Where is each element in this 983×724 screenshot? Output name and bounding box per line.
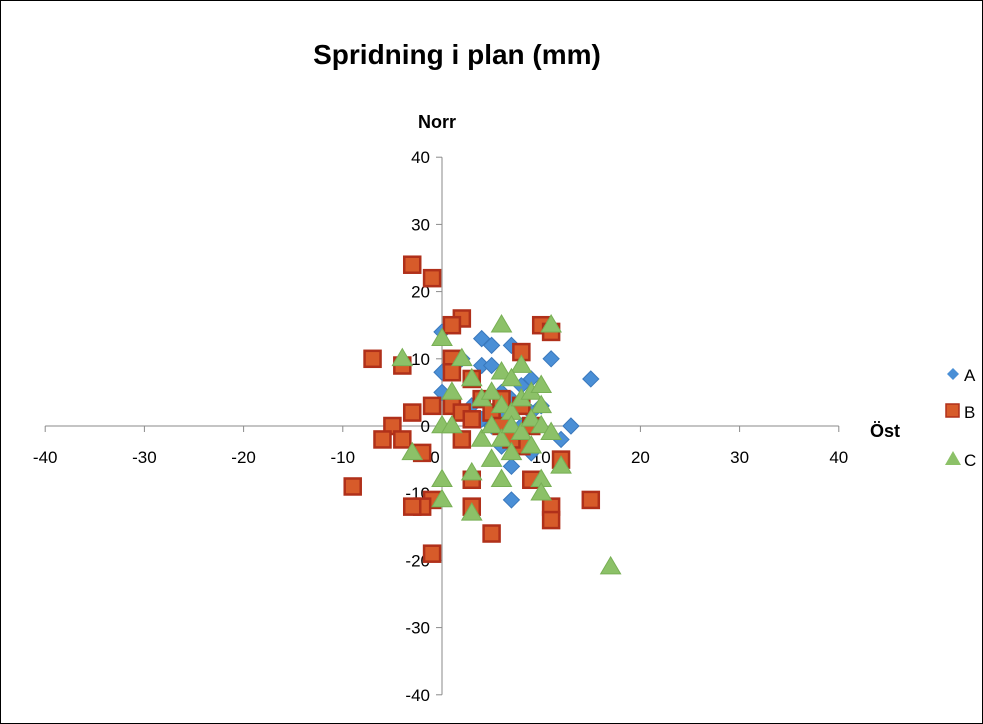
data-point-C bbox=[460, 502, 483, 521]
data-point-C bbox=[520, 434, 543, 454]
legend-item-B: B bbox=[945, 403, 975, 422]
data-point-B bbox=[373, 430, 392, 449]
data-point-C bbox=[441, 414, 463, 434]
data-point-C bbox=[391, 347, 414, 367]
data-point-C bbox=[480, 414, 503, 434]
data-point-C bbox=[520, 408, 543, 427]
data-point-B bbox=[383, 416, 402, 436]
legend-marker-square bbox=[945, 403, 960, 418]
data-point-A bbox=[482, 356, 501, 375]
legend-item-C: C bbox=[945, 451, 976, 470]
data-point-C bbox=[550, 455, 572, 474]
legend-marker-triangle bbox=[945, 451, 961, 465]
data-point-C bbox=[480, 448, 503, 467]
data-point-C bbox=[530, 374, 553, 393]
data-point-C bbox=[540, 421, 562, 441]
y-axis-label: Norr bbox=[418, 112, 456, 132]
data-point-B bbox=[541, 510, 561, 530]
y-tick-label: 10 bbox=[411, 350, 430, 369]
data-point-B bbox=[422, 396, 442, 416]
x-tick-label: -30 bbox=[132, 448, 157, 467]
y-tick-label: 30 bbox=[411, 215, 430, 234]
data-point-B bbox=[393, 430, 412, 449]
data-point-C bbox=[540, 314, 562, 333]
y-tick-label: -30 bbox=[405, 619, 430, 638]
data-point-C bbox=[490, 314, 513, 333]
data-point-C bbox=[500, 414, 523, 434]
x-tick-label: -40 bbox=[33, 448, 58, 467]
x-tick-label: -20 bbox=[231, 448, 256, 467]
data-point-A bbox=[582, 370, 600, 388]
data-point-C bbox=[490, 468, 513, 488]
data-point-C bbox=[450, 347, 473, 367]
data-point-C bbox=[500, 441, 523, 461]
data-point-B bbox=[581, 490, 601, 510]
data-point-B bbox=[402, 255, 422, 274]
data-point-C bbox=[500, 367, 523, 387]
data-point-B bbox=[343, 477, 362, 496]
data-point-C bbox=[490, 361, 513, 380]
legend-label: A bbox=[964, 366, 976, 385]
tick-labels: -40 -30 -20 -10 0 10 20 30 40403020100-10-20-30-… bbox=[33, 148, 848, 705]
data-point-C bbox=[460, 461, 483, 481]
x-tick-label: 40 bbox=[829, 448, 848, 467]
x-tick-label: -10 bbox=[331, 448, 356, 467]
data-point-C bbox=[441, 381, 463, 400]
data-point-A bbox=[542, 350, 560, 368]
legend-label: B bbox=[964, 403, 975, 422]
y-tick-label: 40 bbox=[411, 148, 430, 167]
data-point-C bbox=[460, 367, 483, 387]
data-point-A bbox=[562, 417, 580, 435]
data-point-A bbox=[482, 336, 501, 355]
data-point-C bbox=[431, 468, 453, 488]
legend-label: C bbox=[964, 451, 976, 470]
data-point-B bbox=[442, 315, 462, 335]
data-point-C bbox=[510, 354, 533, 373]
data-point-C bbox=[490, 428, 513, 447]
x-tick-label: 30 bbox=[730, 448, 749, 467]
data-point-C bbox=[480, 381, 503, 400]
data-point-C bbox=[530, 394, 553, 414]
data-point-C bbox=[470, 428, 493, 447]
data-point-C bbox=[431, 327, 453, 346]
y-tick-label: 0 bbox=[421, 417, 430, 436]
data-point-C bbox=[490, 394, 513, 414]
data-point-B bbox=[422, 544, 442, 563]
data-point-B bbox=[363, 349, 382, 369]
data-point-B bbox=[422, 268, 442, 288]
chart-title: Spridning i plan (mm) bbox=[313, 39, 601, 70]
data-point-B bbox=[462, 410, 482, 429]
x-tick-label: 0 bbox=[430, 448, 439, 467]
data-point-C bbox=[510, 421, 533, 441]
x-axis-label: Öst bbox=[870, 421, 900, 441]
legend-marker-diamond bbox=[947, 368, 959, 380]
data-point-C bbox=[599, 555, 622, 575]
data-point-C bbox=[431, 488, 453, 508]
series-C bbox=[391, 314, 622, 575]
data-point-B bbox=[452, 430, 472, 449]
data-point-B bbox=[482, 524, 501, 543]
data-point-C bbox=[530, 482, 553, 501]
legend: AB C bbox=[945, 366, 976, 470]
x-tick-label: 20 bbox=[631, 448, 650, 467]
data-point-B bbox=[402, 403, 422, 422]
legend-item-A: A bbox=[947, 366, 976, 385]
data-point-B bbox=[402, 497, 422, 516]
data-point-C bbox=[401, 441, 424, 461]
data-points bbox=[343, 255, 622, 575]
data-point-A bbox=[502, 491, 521, 509]
data-point-A bbox=[502, 457, 521, 476]
y-tick-label: -40 bbox=[405, 686, 430, 705]
data-point-B bbox=[442, 362, 462, 382]
data-point-C bbox=[530, 414, 553, 434]
